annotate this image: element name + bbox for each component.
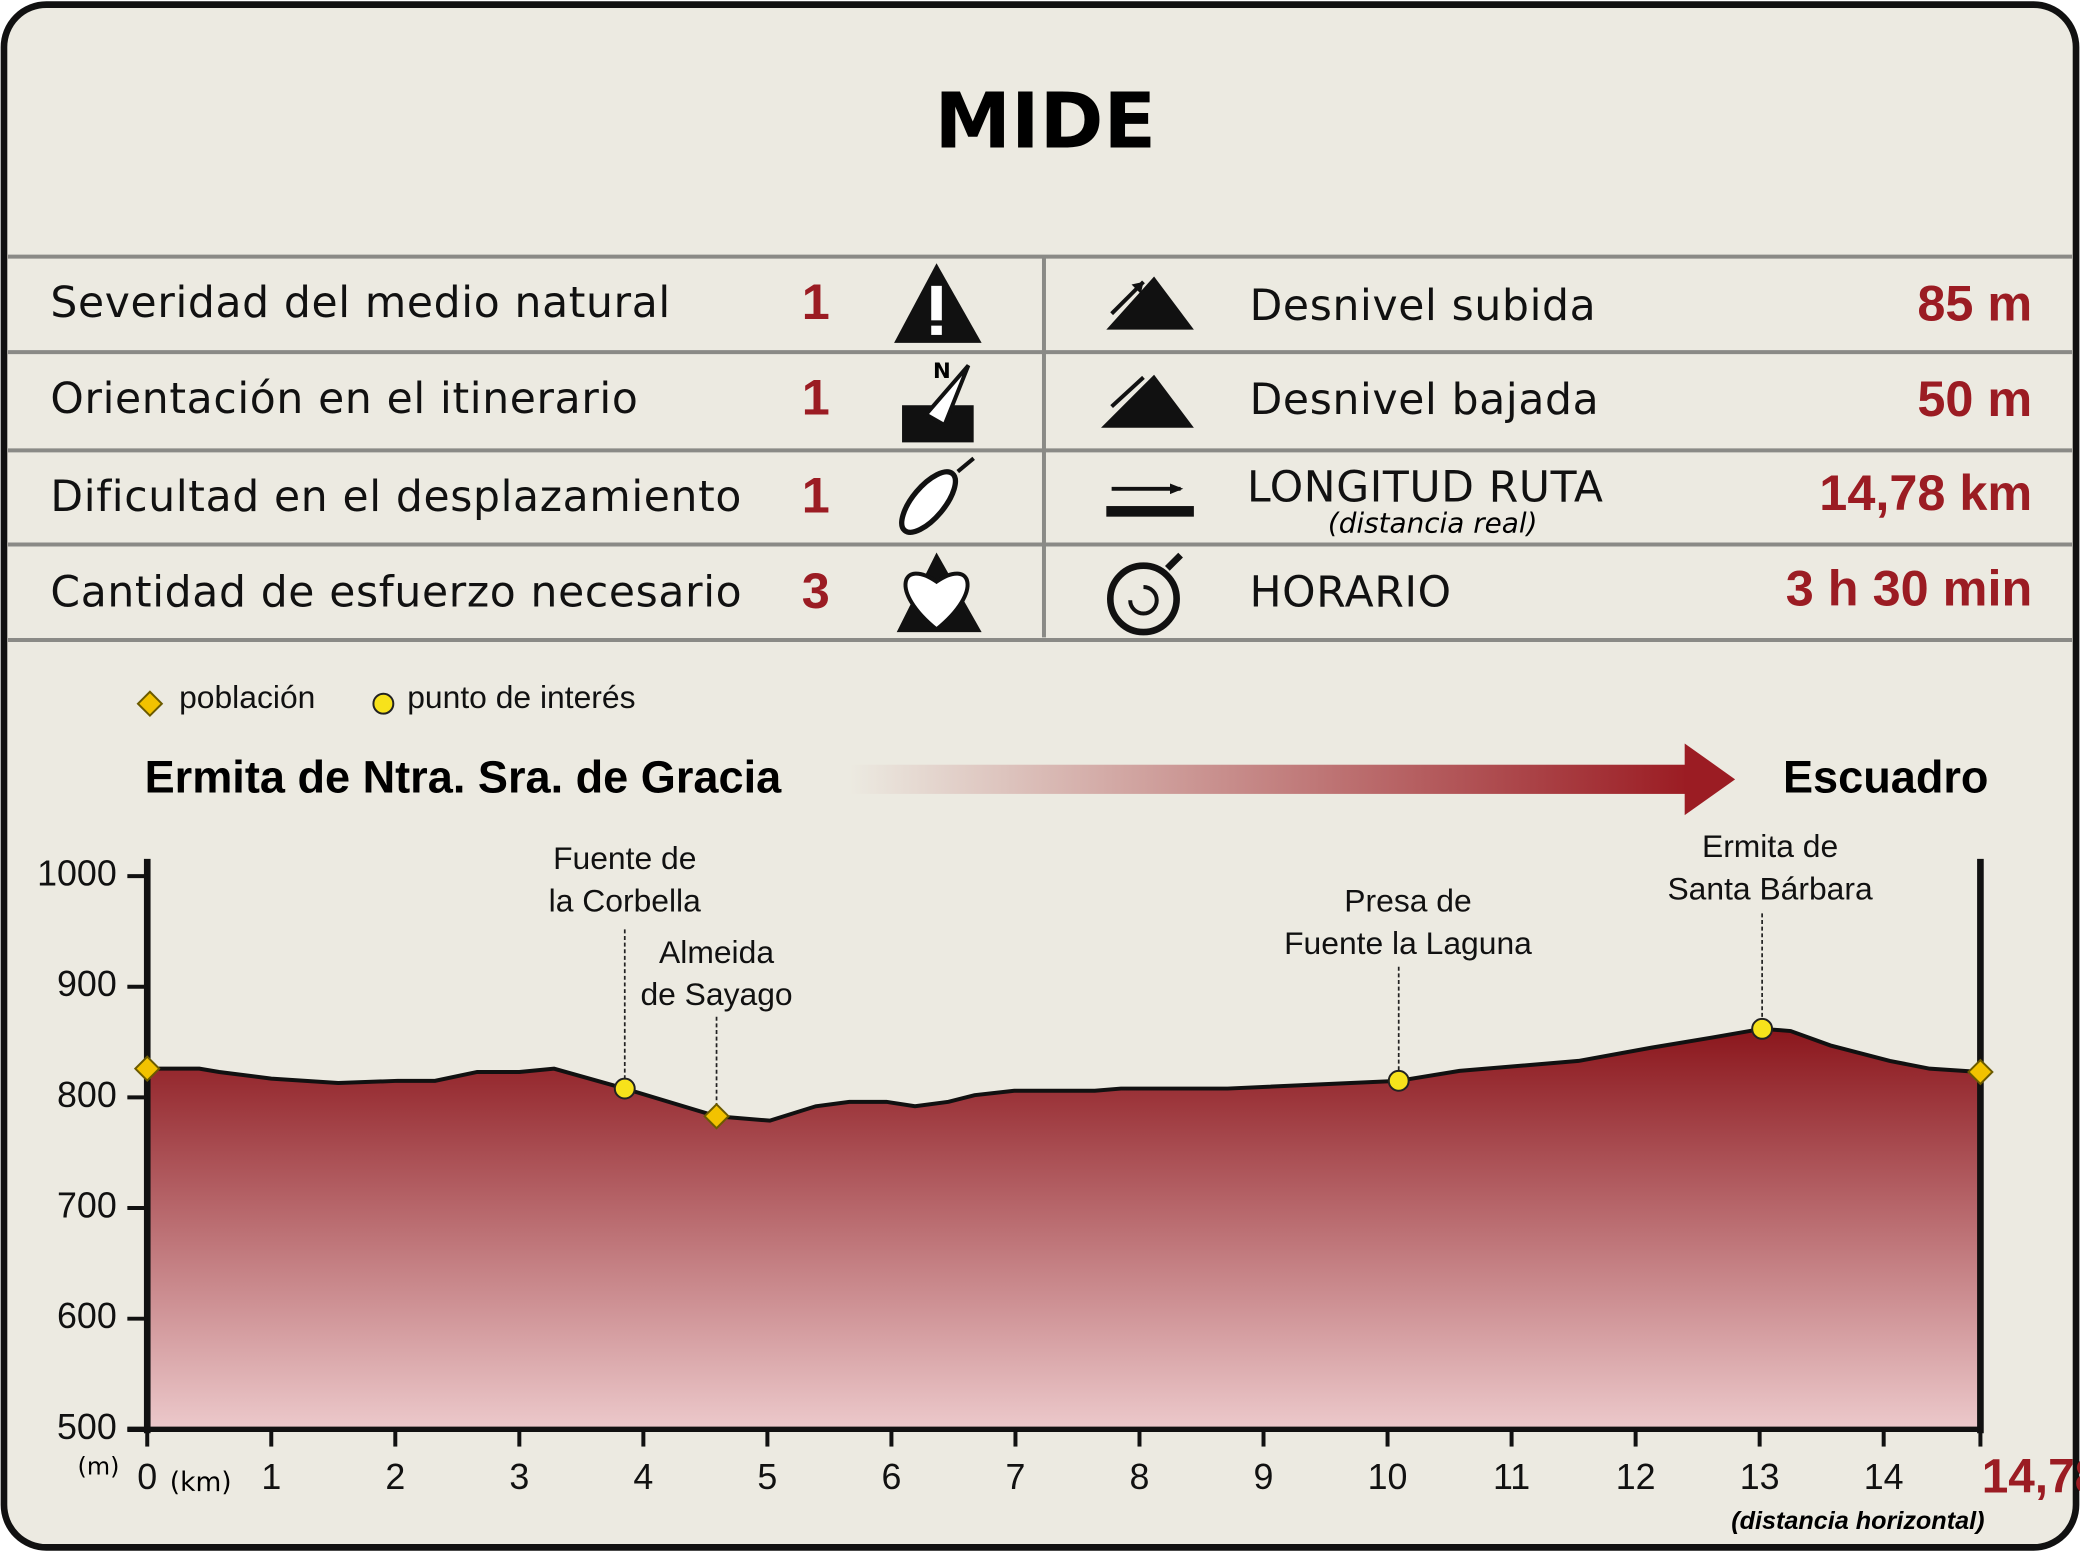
x-tick-label: 14,78 xyxy=(1982,1450,2080,1503)
x-tick-label: 4 xyxy=(633,1457,653,1497)
x-tick-label: 0 xyxy=(137,1457,157,1497)
route-start: Ermita de Ntra. Sra. de Gracia xyxy=(145,752,783,803)
annotation: Ermita de xyxy=(1702,828,1838,864)
x-tick-label: 5 xyxy=(757,1457,777,1497)
route-arrow xyxy=(848,764,1688,794)
x-tick-label: 3 xyxy=(509,1457,529,1497)
row-value: 50 m xyxy=(1917,370,2032,427)
annotation: Fuente la Laguna xyxy=(1284,925,1532,961)
legend-label: población xyxy=(179,679,315,715)
y-tick-label: 1000 xyxy=(37,854,117,894)
row-value: 1 xyxy=(802,467,830,524)
x-tick-label: 14 xyxy=(1864,1457,1904,1497)
x-tick-label: 8 xyxy=(1130,1457,1150,1497)
y-tick-label: 900 xyxy=(57,964,117,1004)
row-label: Desnivel subida xyxy=(1250,282,1597,331)
y-tick-label: 800 xyxy=(57,1075,117,1115)
x-tick-label: 10 xyxy=(1368,1457,1408,1497)
legend-marker xyxy=(136,690,164,718)
row-value: 14,78 km xyxy=(1819,464,2032,521)
interest-marker xyxy=(1751,1017,1774,1040)
y-tick-label: 700 xyxy=(57,1186,117,1226)
row-label: Desnivel bajada xyxy=(1250,376,1600,425)
route-arrowhead xyxy=(1684,743,1736,816)
svg-text:N: N xyxy=(933,359,951,384)
interest-marker xyxy=(613,1077,636,1100)
row-sublabel: (distancia real) xyxy=(1328,507,1538,540)
icons: N xyxy=(894,263,1194,636)
poblacion-marker xyxy=(703,1102,730,1130)
route-end: Escuadro xyxy=(1783,752,1989,803)
row-label: LONGITUD RUTA xyxy=(1247,464,1604,513)
x-tick-label: 9 xyxy=(1254,1457,1274,1497)
annotation: Santa Bárbara xyxy=(1667,870,1873,906)
x-unit: (km) xyxy=(170,1467,232,1498)
row-label: Severidad del medio natural xyxy=(50,279,670,328)
legend-label: punto de interés xyxy=(407,679,635,715)
x-note: (distancia horizontal) xyxy=(1731,1507,1984,1535)
annotation: Presa de xyxy=(1344,882,1471,918)
poblacion-marker xyxy=(1967,1058,1994,1086)
row-value: 1 xyxy=(802,369,830,426)
x-tick-label: 2 xyxy=(385,1457,405,1497)
row-label: HORARIO xyxy=(1250,568,1452,617)
title: MIDE xyxy=(935,78,1157,167)
interest-marker xyxy=(1387,1069,1410,1092)
x-tick-label: 7 xyxy=(1005,1457,1025,1497)
profile-line xyxy=(147,1026,1981,1123)
row-value: 85 m xyxy=(1917,274,2032,331)
y-tick-label: 500 xyxy=(57,1407,117,1447)
annotation: de Sayago xyxy=(640,976,792,1012)
x-tick-label: 1 xyxy=(261,1457,281,1497)
x-tick-label: 13 xyxy=(1740,1457,1780,1497)
annotation: Fuente de xyxy=(553,840,696,876)
legend-marker xyxy=(372,692,395,715)
row-value: 3 h 30 min xyxy=(1786,560,2032,617)
table-lines xyxy=(7,254,2073,643)
row-label: Orientación en el itinerario xyxy=(50,375,638,424)
x-tick-label: 6 xyxy=(881,1457,901,1497)
x-tick-label: 12 xyxy=(1616,1457,1656,1497)
annotation: la Corbella xyxy=(549,882,701,918)
row-label: Dificultad en el desplazamiento xyxy=(50,473,742,522)
row-value: 3 xyxy=(802,562,830,619)
poblacion-marker xyxy=(133,1055,161,1082)
annotation: Almeida xyxy=(659,934,774,970)
y-unit: (m) xyxy=(78,1452,120,1480)
row-value: 1 xyxy=(802,273,830,330)
row-label: Cantidad de esfuerzo necesario xyxy=(50,568,742,617)
y-tick-label: 600 xyxy=(57,1296,117,1336)
x-tick-label: 11 xyxy=(1493,1457,1530,1497)
area xyxy=(147,1028,1981,1430)
